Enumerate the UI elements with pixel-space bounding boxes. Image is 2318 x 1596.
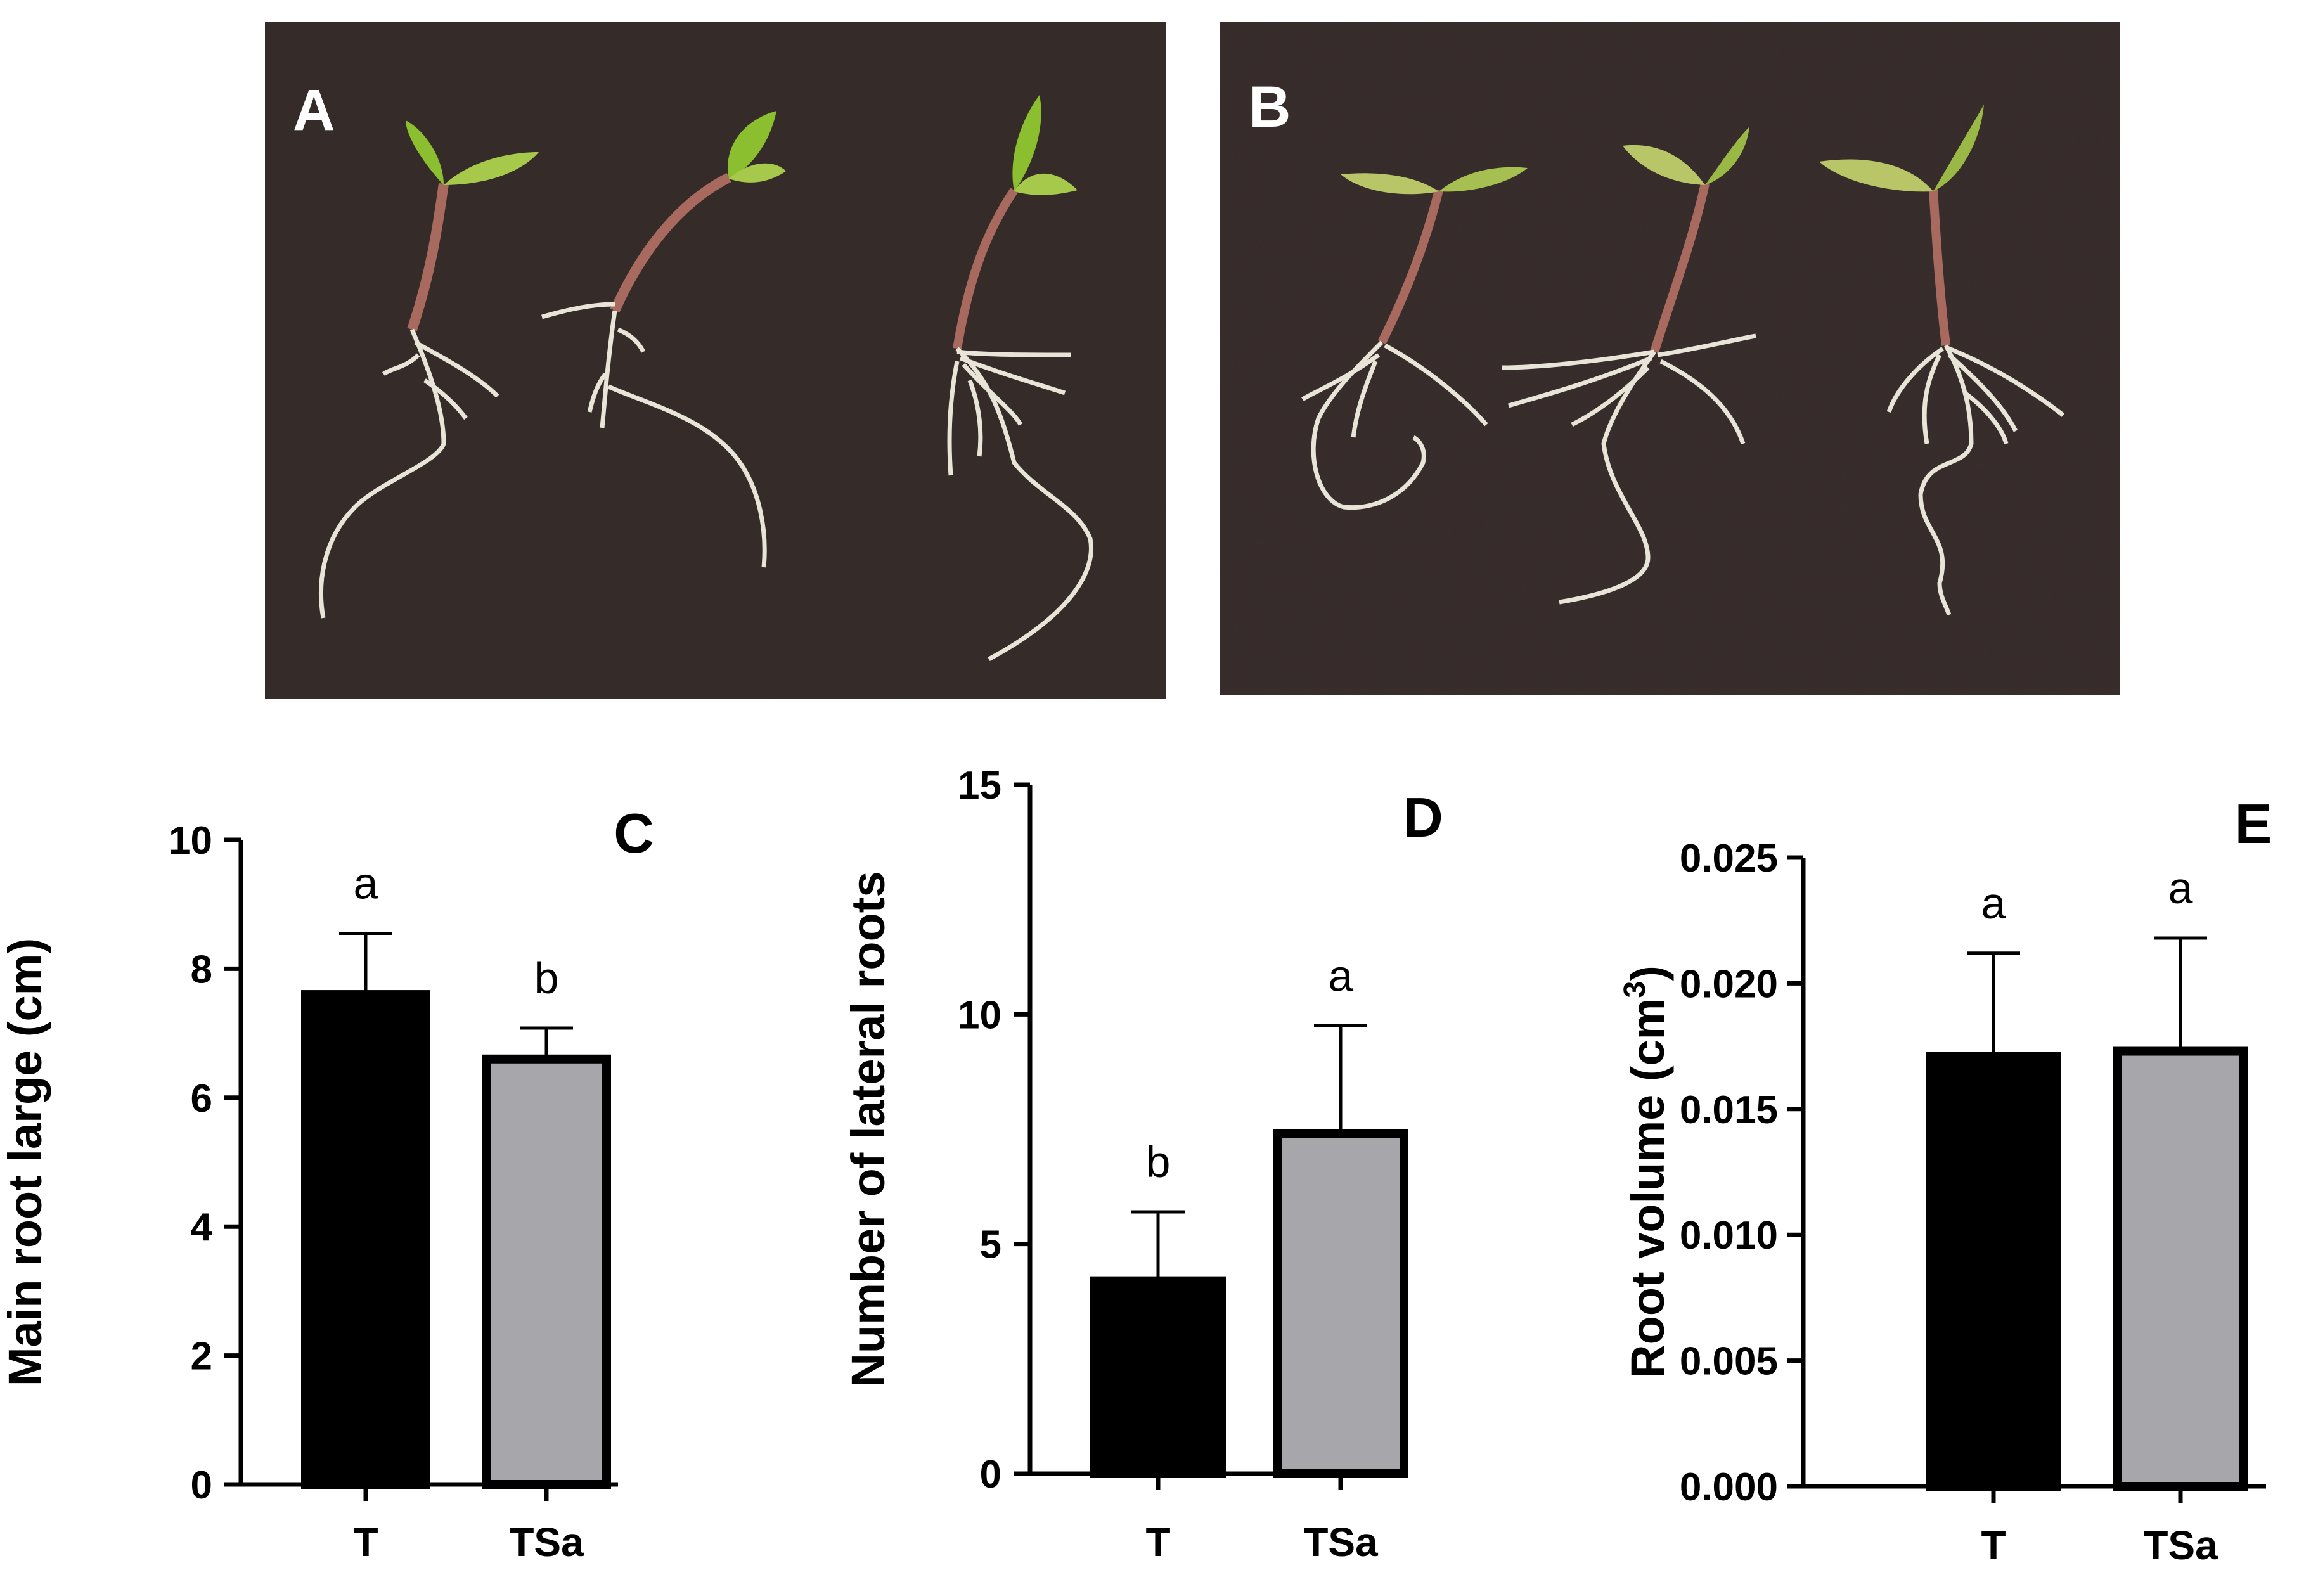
chart-c-y-axis-title-text: Main root large (cm) bbox=[0, 938, 51, 1386]
chart-e-y-tick-label: 0.015 bbox=[1680, 1088, 1778, 1132]
photo-panel-a: A bbox=[265, 22, 1166, 699]
photo-b-label: B bbox=[1249, 75, 1291, 139]
chart-e-y-tick-label: 0.010 bbox=[1680, 1214, 1778, 1258]
chart-c-y-tick-label: 4 bbox=[191, 1206, 213, 1249]
chart-d-y-tick-label: 0 bbox=[980, 1453, 1001, 1496]
seedling-a1 bbox=[319, 120, 539, 619]
chart-d-panel-label: D bbox=[1403, 786, 1443, 849]
chart-c-y-tick-label: 8 bbox=[191, 948, 212, 991]
chart-c-bar-t bbox=[301, 990, 430, 1489]
chart-c-category-label: TSa bbox=[509, 1519, 584, 1565]
chart-d-y-axis-title-text: Number of lateral roots bbox=[842, 871, 894, 1387]
seedling-b3 bbox=[1819, 105, 2065, 616]
chart-e-significance-tsa: a bbox=[2168, 863, 2193, 913]
chart-c-bar-tsa bbox=[482, 1054, 611, 1489]
chart-e-y-tick-label: 0.020 bbox=[1680, 962, 1778, 1006]
chart-d-significance-t: b bbox=[1146, 1137, 1171, 1187]
chart-e-category-label: T bbox=[1981, 1522, 2006, 1568]
chart-e-bar-tsa bbox=[2113, 1046, 2248, 1491]
chart-e-y-axis-title-end: ) bbox=[1621, 965, 1674, 981]
photo-a-label: A bbox=[293, 78, 335, 143]
chart-e-significance-t: a bbox=[1981, 878, 2006, 928]
chart-d-y-tick-label: 10 bbox=[958, 993, 1001, 1037]
chart-d-y-axis-title: Number of lateral roots bbox=[842, 871, 894, 1387]
chart-d-significance-tsa: a bbox=[1329, 951, 1353, 1000]
chart-e-y-axis-title: Root volume (cm3) bbox=[1618, 965, 1674, 1379]
chart-c: a Tb TSa 0 2 4 6 8 10 Main root large (cm) C bbox=[0, 802, 654, 1565]
chart-c-significance-t: a bbox=[354, 858, 378, 908]
chart-e-y-tick-label: 0.025 bbox=[1680, 837, 1778, 880]
chart-e-bar-t bbox=[1926, 1052, 2061, 1491]
seedling-a3 bbox=[947, 95, 1093, 662]
chart-c-significance-tsa: b bbox=[534, 953, 559, 1003]
chart-c-y-tick-label: 0 bbox=[191, 1464, 212, 1507]
chart-c-y-tick-label: 2 bbox=[191, 1335, 212, 1379]
seedling-a2 bbox=[541, 111, 786, 568]
chart-c-y-tick-label: 10 bbox=[169, 819, 212, 863]
chart-d-bar-t bbox=[1090, 1276, 1226, 1478]
chart-d-y-tick-label: 15 bbox=[958, 764, 1001, 808]
chart-c-y-axis-title: Main root large (cm) bbox=[0, 938, 51, 1386]
chart-e-y-tick-label: 0.005 bbox=[1680, 1340, 1778, 1384]
seedling-b1 bbox=[1301, 167, 1528, 510]
chart-d-y-tick-label: 5 bbox=[980, 1223, 1001, 1267]
chart-c-y-tick-label: 6 bbox=[191, 1077, 212, 1121]
chart-d-category-label: T bbox=[1145, 1519, 1170, 1565]
chart-e-y-axis-title-superscript: 3 bbox=[1618, 981, 1652, 998]
chart-d-bar-tsa bbox=[1273, 1129, 1408, 1479]
chart-c-category-label: T bbox=[353, 1519, 378, 1565]
chart-e-y-tick-label: 0.000 bbox=[1680, 1465, 1778, 1509]
seedling-b2 bbox=[1502, 127, 1756, 605]
chart-d: b Ta TSa 0 5 10 15 Number of lateral roots D bbox=[842, 764, 1443, 1565]
chart-e-category-label: TSa bbox=[2143, 1522, 2218, 1568]
photo-panel-b: B bbox=[1220, 22, 2120, 695]
chart-d-category-label: TSa bbox=[1303, 1519, 1378, 1565]
chart-c-panel-label: C bbox=[614, 802, 654, 865]
chart-e-panel-label: E bbox=[2235, 792, 2272, 855]
chart-e: a Ta TSa 0.000 0.005 0.010 0.015 0.020 0.025 Root… bbox=[1618, 792, 2272, 1568]
chart-e-y-axis-title-text: Root volume (cm bbox=[1621, 998, 1674, 1379]
